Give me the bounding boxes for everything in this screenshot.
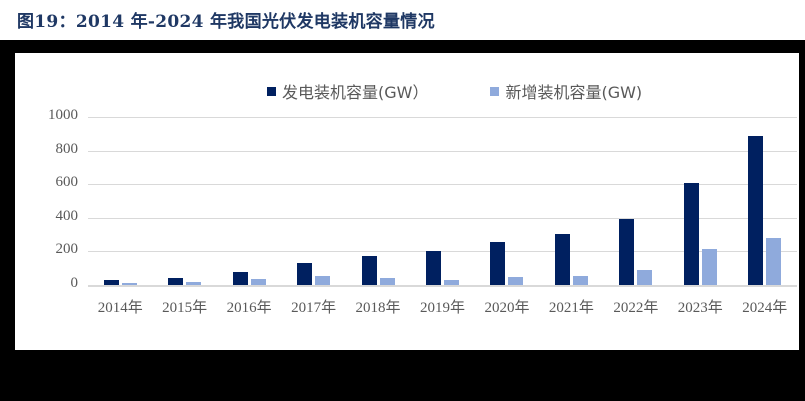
title-separator bbox=[0, 40, 805, 53]
bar-new-capacity bbox=[701, 248, 717, 285]
y-tick-label: 0 bbox=[70, 275, 79, 291]
chart-legend: 发电装机容量(GW） 新增装机容量(GW) bbox=[267, 79, 704, 103]
gridline bbox=[88, 184, 797, 186]
gridline bbox=[88, 117, 797, 118]
y-tick-label: 1000 bbox=[48, 107, 78, 123]
bar-new-capacity bbox=[379, 277, 395, 285]
bar-installed-capacity bbox=[683, 182, 699, 285]
x-tick-label: 2017年 bbox=[291, 300, 337, 316]
bar-installed-capacity bbox=[361, 255, 377, 285]
bar-new-capacity bbox=[766, 238, 782, 285]
chart-panel: 发电装机容量(GW） 新增装机容量(GW) 0 200 400 600 800 1000 2… bbox=[15, 53, 799, 350]
legend-item-new: 新增装机容量(GW) bbox=[490, 79, 642, 103]
legend-swatch-installed-icon bbox=[267, 86, 276, 96]
bar-new-capacity bbox=[572, 276, 588, 285]
x-tick-label: 2014年 bbox=[97, 300, 143, 316]
bar-new-capacity bbox=[508, 276, 524, 285]
gridline bbox=[88, 217, 797, 219]
legend-swatch-new-icon bbox=[490, 86, 500, 96]
bar-installed-capacity bbox=[554, 233, 570, 285]
bar-new-capacity bbox=[637, 270, 653, 285]
x-tick-label: 2021年 bbox=[548, 300, 594, 316]
bar-installed-capacity bbox=[490, 242, 506, 285]
x-tick-label: 2024年 bbox=[742, 300, 788, 316]
x-tick-label: 2016年 bbox=[226, 300, 272, 316]
bar-installed-capacity bbox=[426, 250, 441, 285]
y-tick-label: 600 bbox=[55, 174, 79, 191]
legend-item-installed: 发电装机容量(GW） bbox=[267, 79, 428, 103]
bar-new-capacity bbox=[121, 283, 137, 285]
y-tick-label: 800 bbox=[55, 140, 79, 157]
x-tick-label: 2023年 bbox=[677, 300, 723, 316]
figure-title: 图19：2014 年-2024 年我国光伏发电装机容量情况 bbox=[17, 12, 435, 32]
x-axis-line bbox=[88, 285, 797, 287]
bar-new-capacity bbox=[186, 282, 202, 285]
y-tick-label: 400 bbox=[55, 207, 79, 224]
gridline bbox=[88, 150, 797, 152]
x-tick-label: 2019年 bbox=[419, 300, 465, 316]
x-tick-label: 2015年 bbox=[162, 300, 208, 316]
bar-installed-capacity bbox=[297, 263, 313, 285]
x-tick-label: 2022年 bbox=[613, 300, 659, 316]
legend-label-new: 新增装机容量(GW) bbox=[505, 83, 643, 102]
x-tick-label: 2018年 bbox=[355, 300, 401, 316]
y-tick-label: 200 bbox=[55, 241, 79, 258]
bar-new-capacity bbox=[250, 279, 266, 285]
title-bar: 图19：2014 年-2024 年我国光伏发电装机容量情况 bbox=[0, 0, 805, 40]
legend-label-installed: 发电装机容量(GW） bbox=[282, 83, 429, 102]
bar-new-capacity bbox=[315, 276, 331, 285]
x-tick-label: 2020年 bbox=[484, 300, 530, 316]
bar-installed-capacity bbox=[748, 135, 764, 285]
bar-installed-capacity bbox=[168, 277, 184, 285]
bar-installed-capacity bbox=[232, 272, 248, 285]
bar-installed-capacity bbox=[103, 280, 119, 285]
bar-installed-capacity bbox=[619, 218, 635, 285]
gridline bbox=[88, 251, 797, 253]
bar-new-capacity bbox=[444, 279, 459, 285]
